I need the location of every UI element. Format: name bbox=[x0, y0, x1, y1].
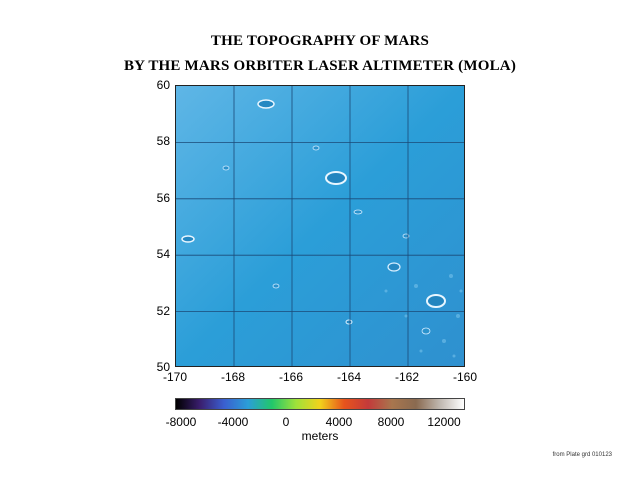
map-title: THE TOPOGRAPHY OF MARS bbox=[210, 33, 430, 49]
crater-group bbox=[181, 99, 446, 335]
crater bbox=[325, 171, 347, 185]
lon-tick-label: -164 bbox=[336, 370, 362, 384]
crater bbox=[402, 233, 410, 239]
lon-tick-label: -168 bbox=[220, 370, 246, 384]
colorbar-unit-label: meters bbox=[301, 429, 339, 443]
topography-map bbox=[175, 85, 465, 367]
crater bbox=[426, 294, 446, 308]
colorbar-tick-label: 0 bbox=[282, 415, 290, 429]
lon-tick-label: -170 bbox=[162, 370, 188, 384]
colorbar-tick-label: 12000 bbox=[427, 415, 461, 429]
colorbar-tick-label: 8000 bbox=[377, 415, 405, 429]
crater bbox=[345, 319, 353, 325]
lon-tick-label: -162 bbox=[394, 370, 420, 384]
lat-tick-label: 60 bbox=[156, 78, 170, 92]
colorbar-tick-label: -4000 bbox=[217, 415, 249, 429]
map-subtitle: BY THE MARS ORBITER LASER ALTIMETER (MOL… bbox=[123, 58, 517, 74]
source-credit: from Plate grd 010123 bbox=[552, 452, 612, 458]
lat-tick-label: 52 bbox=[156, 304, 170, 318]
colorbar-tick-label: 4000 bbox=[325, 415, 353, 429]
rough-terrain bbox=[384, 274, 463, 358]
crater bbox=[353, 209, 363, 215]
lat-tick-label: 54 bbox=[156, 247, 170, 261]
lon-tick-label: -166 bbox=[278, 370, 304, 384]
colorbar-tick-label: -8000 bbox=[165, 415, 197, 429]
lat-tick-label: 58 bbox=[156, 134, 170, 148]
lat-tick-label: 50 bbox=[156, 360, 170, 374]
lat-tick-label: 56 bbox=[156, 191, 170, 205]
lat-lon-grid bbox=[176, 86, 464, 366]
crater bbox=[312, 145, 320, 151]
crater bbox=[222, 165, 230, 171]
crater bbox=[387, 262, 401, 272]
elevation-colorbar bbox=[175, 398, 465, 410]
lon-tick-label: -160 bbox=[452, 370, 478, 384]
crater bbox=[272, 283, 280, 289]
crater bbox=[257, 99, 275, 109]
terrain-relief bbox=[176, 86, 464, 366]
crater bbox=[181, 235, 195, 243]
crater bbox=[421, 327, 431, 335]
